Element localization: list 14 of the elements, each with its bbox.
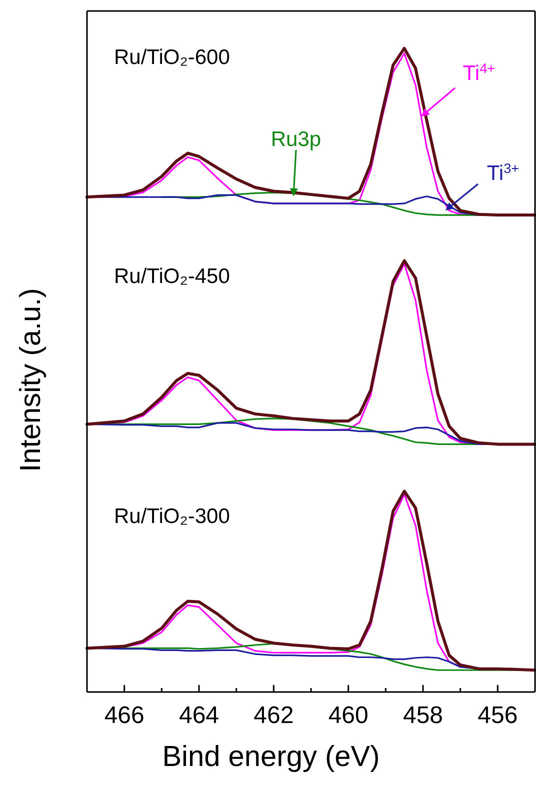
x-tick-label: 464 [178,702,220,730]
annotation: Ru/TiO₂-450 [114,265,230,288]
x-tick-label: 462 [254,702,294,730]
y-axis-title: Intensity (a.u.) [15,288,47,472]
x-tick-label: 458 [402,702,444,730]
x-axis-title: Bind energy (eV) [162,741,380,773]
annotation: Ti$^{3+}$ [486,160,520,185]
annotation: Ru3p [270,128,322,151]
annotation: Ru/TiO₂-600 [114,46,230,69]
annotation: Ti$^{4+}$ [462,60,496,85]
x-tick-label: 466 [104,702,144,730]
x-tick-label: 460 [328,702,368,730]
x-tick-label: 456 [478,702,518,730]
annotation: Ru/TiO₂-300 [114,505,230,528]
